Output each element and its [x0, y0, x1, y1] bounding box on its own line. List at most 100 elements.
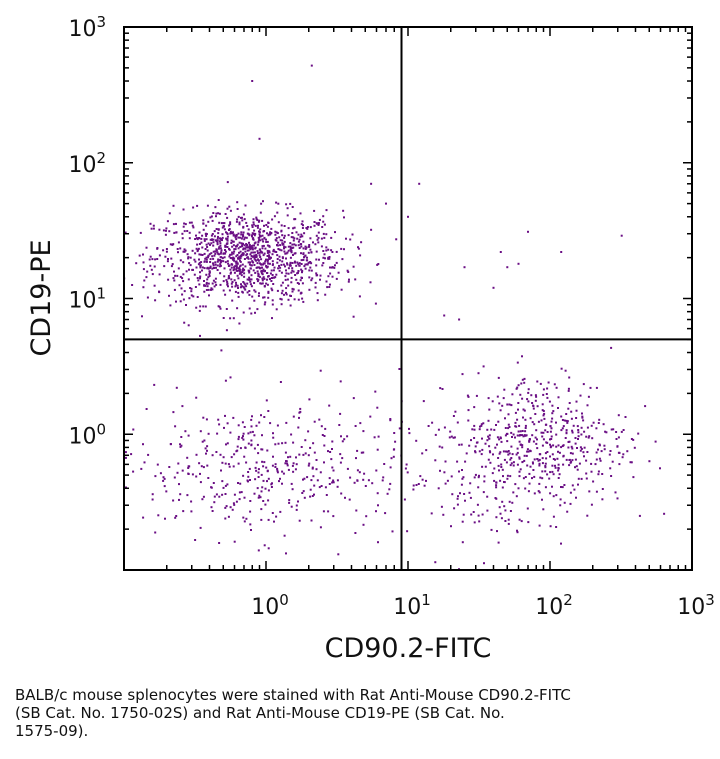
data-point	[271, 512, 274, 514]
data-point	[567, 446, 570, 449]
data-point	[158, 290, 160, 293]
data-point	[212, 212, 215, 214]
data-point	[212, 257, 215, 260]
data-point	[216, 239, 219, 242]
figure-caption: BALB/c mouse splenocytes were stained wi…	[15, 686, 655, 740]
data-point	[516, 463, 519, 466]
data-point	[165, 227, 168, 230]
data-point	[538, 491, 541, 494]
data-point	[179, 300, 182, 303]
data-point	[198, 283, 201, 286]
data-point	[226, 242, 229, 245]
data-point	[328, 256, 331, 258]
data-point	[265, 258, 267, 261]
data-point	[251, 244, 254, 247]
data-point	[290, 281, 293, 284]
data-point	[291, 488, 294, 491]
data-point	[362, 523, 365, 526]
data-point	[290, 276, 293, 279]
data-point	[266, 249, 269, 252]
y-tick-label: 103	[68, 13, 106, 42]
data-point	[238, 241, 241, 244]
data-point	[250, 439, 253, 442]
data-point	[280, 284, 283, 287]
data-point	[222, 280, 225, 283]
data-point	[189, 256, 192, 259]
data-point	[193, 258, 196, 261]
data-point	[536, 405, 539, 408]
data-point	[322, 256, 325, 259]
data-point	[563, 501, 566, 504]
data-point	[252, 221, 255, 224]
data-point	[555, 445, 558, 448]
data-point	[637, 432, 640, 435]
data-point	[500, 440, 503, 443]
data-point	[224, 414, 226, 417]
data-point	[577, 438, 579, 440]
data-point	[249, 280, 252, 283]
data-point	[535, 442, 538, 445]
data-point	[270, 483, 273, 486]
data-point	[268, 251, 271, 254]
data-point	[272, 248, 275, 251]
data-point	[172, 277, 175, 280]
data-point	[344, 496, 346, 499]
data-point	[298, 238, 301, 241]
data-point	[285, 257, 287, 260]
data-point	[547, 381, 550, 384]
data-point	[180, 444, 183, 447]
data-point	[235, 265, 238, 267]
data-point	[503, 388, 506, 391]
data-point	[297, 244, 300, 247]
data-point	[327, 510, 330, 513]
data-point	[215, 266, 217, 269]
data-point	[262, 500, 265, 502]
data-point	[207, 282, 210, 285]
data-point	[212, 262, 215, 265]
data-point	[224, 244, 227, 247]
data-point	[289, 263, 292, 266]
data-point	[266, 258, 269, 261]
data-point	[209, 261, 212, 263]
data-point	[179, 493, 182, 496]
data-point	[551, 453, 554, 456]
data-point	[473, 424, 476, 427]
data-point	[256, 219, 259, 221]
data-point	[186, 456, 189, 459]
data-point	[512, 464, 515, 467]
data-point	[242, 286, 245, 289]
data-point	[298, 519, 301, 522]
data-point	[510, 457, 513, 459]
data-point	[498, 402, 501, 405]
data-point	[268, 250, 271, 253]
data-point	[162, 476, 165, 479]
data-point	[475, 441, 478, 444]
data-point	[306, 259, 309, 262]
data-point	[518, 456, 521, 459]
data-point	[181, 237, 184, 240]
data-point	[250, 418, 253, 421]
data-point	[156, 247, 159, 249]
data-point	[522, 416, 524, 419]
data-point	[340, 288, 343, 291]
data-point	[210, 506, 213, 509]
data-point	[481, 448, 484, 451]
data-point	[315, 234, 318, 237]
data-point	[229, 230, 232, 233]
data-point	[202, 222, 205, 225]
data-point	[357, 246, 359, 249]
data-point	[474, 445, 477, 448]
data-point	[551, 485, 553, 488]
data-point	[240, 216, 242, 219]
data-point	[294, 244, 297, 247]
data-point	[260, 282, 263, 285]
data-point	[359, 254, 362, 257]
data-point	[251, 295, 254, 298]
data-point	[205, 282, 208, 285]
data-point	[300, 291, 303, 294]
data-point	[281, 281, 284, 284]
data-point	[284, 441, 287, 444]
data-point	[315, 222, 318, 225]
data-point	[508, 426, 511, 428]
data-point	[597, 422, 600, 424]
